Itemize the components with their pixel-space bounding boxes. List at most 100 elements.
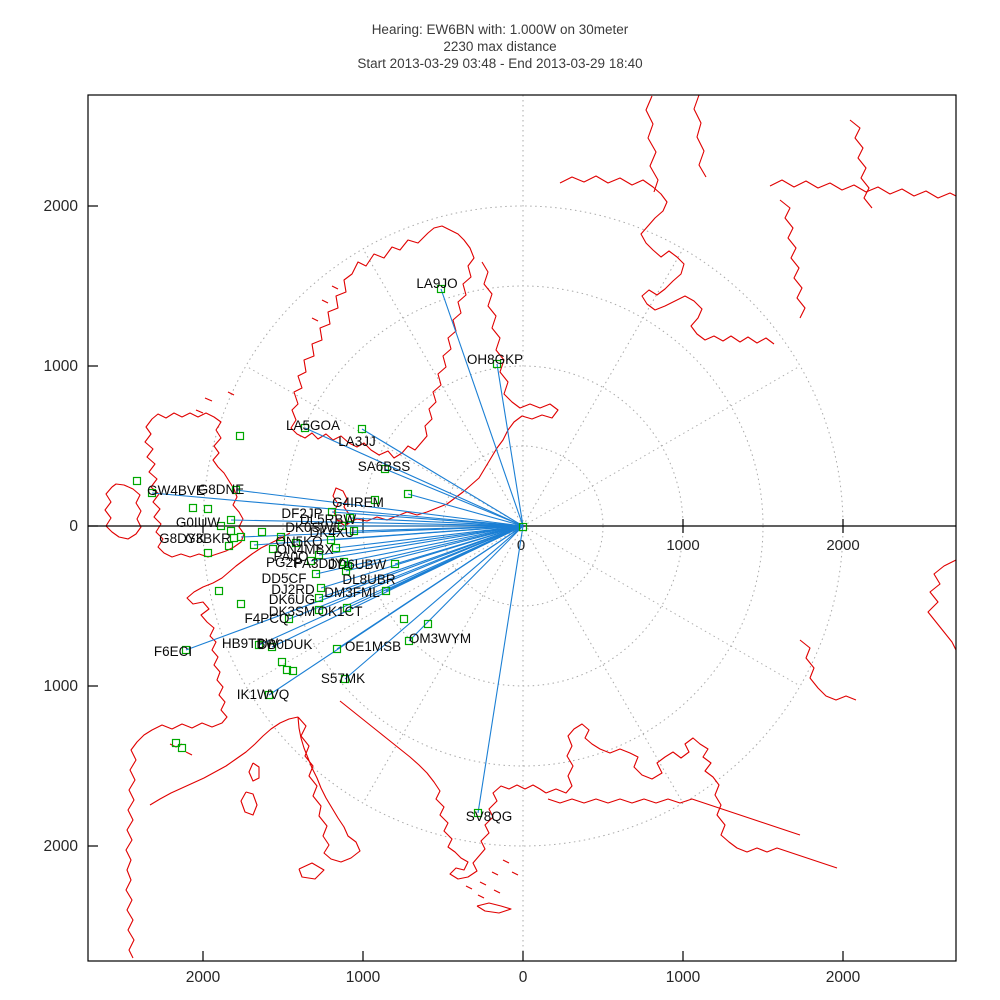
chart-title: Hearing: EW6BN with: 1.000W on 30meter [371,22,629,37]
bearing-line-DJ2RD [320,525,524,589]
station-callsign-DK4XU: DK4XU [309,525,354,540]
bearing-line-GW4BVE [151,492,524,527]
coastline [479,881,487,886]
coastline [645,95,659,193]
coastline [125,532,291,959]
spot-marker-ON5KQ [326,535,336,545]
bearing-spoke-210deg [245,525,524,687]
spot-marker-DF2JP [327,507,337,517]
spot-marker [423,619,433,629]
spot-marker-DD6UBW [390,559,400,569]
station-callsign-ON4MBX: ON4MBX [276,542,333,557]
bearing-line-G8DNE [235,489,524,527]
spot-marker-LA9JO [436,284,446,294]
station-callsign-DK3SM: DK3SM [269,604,316,619]
spot-marker-DJ2RD [316,583,326,593]
spot-marker-OH8GKP [492,359,502,369]
bearing-spoke-240deg [362,525,524,804]
spot-marker [268,544,278,554]
bearing-line-PA3DJY [343,525,524,563]
bearing-spoke-30deg [522,365,801,527]
spot-marker [291,538,301,548]
spot-marker [276,532,286,542]
bearing-line-G4IREM [407,493,524,527]
spot-marker-DB0DUK [267,642,277,652]
station-callsign-ON5KQ: ON5KQ [275,534,322,549]
bearing-line-F4PCQ [288,525,524,620]
spot-marker-G4IREM [403,489,413,499]
chart-subtitle-period: Start 2013-03-29 03:48 - End 2013-03-29 … [357,56,643,71]
station-callsign-SV8QG: SV8QG [466,809,513,824]
y-axis-tick-label: 0 [69,518,78,535]
spot-marker [188,503,198,513]
station-callsign-DL8UBR: DL8UBR [342,572,396,587]
spot-marker [370,495,380,505]
station-callsign-DJ2RD: DJ2RD [271,582,315,597]
coastline [927,559,957,651]
spot-marker [282,665,292,675]
spot-marker-DK3SM [314,605,324,615]
spot-marker [229,533,239,543]
station-callsign-DL5RBW: DL5RBW [300,512,357,527]
spot-marker-OE1MSB [332,644,342,654]
spot-marker-G3BKR [249,540,259,550]
spot-marker [214,586,224,596]
station-callsign-DM3FML: DM3FML [324,585,380,600]
coastline [331,285,339,290]
station-callsign-F6ECI: F6ECI [154,644,192,659]
bearing-spoke-60deg [522,248,684,527]
coastline [693,94,707,178]
bearing-spoke-150deg [245,365,524,527]
coastline [104,483,142,540]
spot-marker-DK4XU [349,526,359,536]
bearing-line-G0IUW [230,519,524,527]
coastline [547,798,801,836]
coastline [144,412,245,558]
spot-marker [224,541,234,551]
spot-marker-SV8QG [473,808,483,818]
coastline [339,700,547,880]
coastline [502,859,510,864]
coastline [491,871,499,876]
station-callsign-DF2JP: DF2JP [281,506,322,521]
coastline [240,791,258,816]
inner-axis-tick-label: 0 [517,537,525,554]
station-callsign-G0IUW: G0IUW [176,515,221,530]
spot-marker-F6ECI [181,645,191,655]
coastline [493,889,501,894]
spot-marker-LA5GOA [300,423,310,433]
spot-marker-G8DNE [231,485,241,495]
coastline [321,299,329,304]
station-callsign-IK1WVQ: IK1WVQ [237,687,290,702]
spot-marker-DD5CF [311,569,321,579]
station-callsign-PG2P: PG2P [266,555,302,570]
bearing-line-DL8UBR [345,525,524,572]
spot-marker-PG2P [306,556,316,566]
bearing-line-OM3WYM [408,525,524,642]
x-axis-tick-label: 0 [519,969,528,986]
coastline [297,716,361,863]
spot-marker [216,521,226,531]
bearing-line-SA6BSS [384,468,524,527]
bearing-line-S57MK [344,525,524,680]
spot-marker-G0IUW [226,515,236,525]
plot-frame [87,94,957,962]
bearing-line-OH8GKP [496,363,524,527]
coastline [769,179,957,199]
bearing-line-SV8QG [477,525,524,814]
station-callsign-DB0DUK: DB0DUK [258,637,313,652]
spot-marker-SA6BSS [380,464,390,474]
coastline [185,751,193,756]
station-callsign-OH8GKP: OH8GKP [467,352,523,367]
spot-marker-OM3WYM [404,636,414,646]
coastline [298,862,325,880]
spot-marker [288,666,298,676]
inner-axis-tick-label: 2000 [826,537,859,554]
coastline [465,885,473,890]
coastline [336,261,559,524]
station-callsign-G8DNE: G8DNE [198,482,245,497]
coastline [149,716,299,806]
center-station-marker [518,522,528,532]
coastline [476,902,512,914]
